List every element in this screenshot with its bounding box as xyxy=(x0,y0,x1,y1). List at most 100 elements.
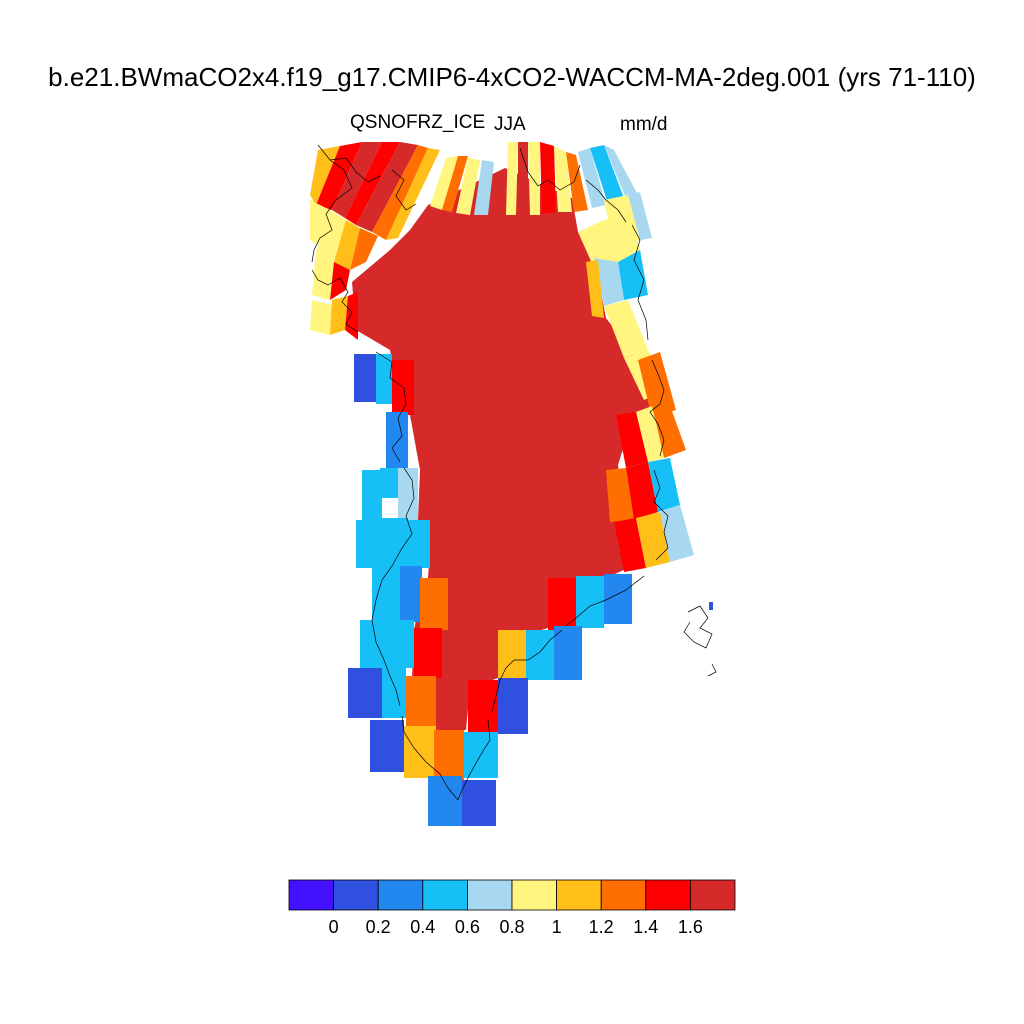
colorbar-box xyxy=(690,879,736,911)
colorbar-box xyxy=(645,879,691,911)
coastline-segment xyxy=(519,147,581,191)
colorbar-box xyxy=(511,879,557,911)
map-cell xyxy=(376,354,392,404)
map-cell xyxy=(400,566,422,622)
map-cell xyxy=(414,628,442,678)
map-cell xyxy=(462,780,496,826)
map-cell xyxy=(628,192,652,240)
map-cell xyxy=(312,252,334,300)
map-cell xyxy=(348,668,382,718)
colorbar-tick-label: 0.8 xyxy=(499,917,525,937)
map-cell xyxy=(378,518,408,566)
map-cell xyxy=(310,146,340,205)
map-cell xyxy=(430,156,458,210)
map-cell xyxy=(590,145,624,204)
map-cell xyxy=(356,142,418,232)
map-cell xyxy=(420,578,448,630)
map-cell xyxy=(554,626,582,680)
map-cell xyxy=(310,300,332,335)
map-cell xyxy=(566,152,588,212)
colorbar-box xyxy=(422,879,468,911)
coastline-segment xyxy=(649,359,665,457)
map-cell xyxy=(406,676,436,728)
coastline-segment xyxy=(653,469,669,561)
map-cell xyxy=(652,400,686,458)
map-cell xyxy=(398,468,418,520)
map-cell xyxy=(372,145,428,240)
map-cell xyxy=(428,776,462,826)
colorbar-tick-label: 0.4 xyxy=(410,917,436,937)
map-cell xyxy=(636,406,664,462)
map-cell xyxy=(618,250,648,300)
coastline xyxy=(311,144,717,801)
coastline-segment xyxy=(631,224,649,341)
map-cell xyxy=(330,296,348,335)
map-cell xyxy=(350,228,378,270)
colorbar-tick-label: 1.4 xyxy=(633,917,659,937)
coastline-segment xyxy=(311,144,353,263)
map-cell xyxy=(616,412,648,468)
map-cell xyxy=(404,726,436,778)
map-cell xyxy=(528,142,540,215)
map-cell xyxy=(498,630,526,682)
map-cell xyxy=(548,578,576,630)
map-cell xyxy=(636,512,670,568)
map-cell xyxy=(434,730,464,780)
coastline-segment xyxy=(391,387,407,463)
map-cell xyxy=(386,148,440,240)
colorbar-box xyxy=(377,879,424,911)
map-cell xyxy=(606,468,634,522)
coastline-segment xyxy=(329,157,381,183)
colorbar-tick-label: 1.6 xyxy=(677,917,703,937)
map-cell xyxy=(648,458,680,512)
map-cell xyxy=(332,142,382,218)
colorbar-box xyxy=(288,879,334,911)
map-cell xyxy=(380,468,398,498)
map-cell xyxy=(660,505,694,562)
colorbar-tick-label: 1 xyxy=(551,917,562,937)
map-cell xyxy=(362,470,382,520)
map-cell xyxy=(354,354,376,402)
map-cell xyxy=(614,518,646,572)
coastline-segment xyxy=(585,179,627,223)
map-cell xyxy=(604,300,648,358)
map-cell xyxy=(506,142,518,215)
colorbar-box xyxy=(600,879,647,911)
map-cell xyxy=(316,142,362,210)
map-cell xyxy=(345,142,400,225)
map-cell xyxy=(626,462,658,520)
map-cell xyxy=(540,142,556,214)
units-label: mm/d xyxy=(620,114,668,135)
map-cell xyxy=(330,262,350,300)
map-cell xyxy=(372,566,400,622)
map-cell xyxy=(386,412,408,470)
coastline-segment xyxy=(457,719,491,801)
season-label: JJA xyxy=(494,114,526,135)
map-cells xyxy=(310,142,713,826)
map-cell xyxy=(604,145,638,198)
map-cell xyxy=(709,602,713,610)
plot-title: b.e21.BWmaCO2x4.f19_g17.CMIP6-4xCO2-WACC… xyxy=(48,62,976,92)
coastline-segment xyxy=(565,575,645,627)
colorbar-box xyxy=(466,879,513,911)
coastline-segment xyxy=(401,715,459,801)
colorbar-tick-label: 1.2 xyxy=(588,917,614,937)
map-cell xyxy=(526,630,554,680)
map-cell xyxy=(442,156,468,212)
map-cell xyxy=(345,292,358,340)
map-cell xyxy=(576,576,604,628)
coastline-segment xyxy=(375,351,405,389)
map-cell xyxy=(578,148,606,208)
colorbar-box xyxy=(333,879,379,911)
map-cell xyxy=(586,260,604,318)
map-cell xyxy=(518,142,528,215)
coastline-segment xyxy=(683,605,713,649)
map-cell xyxy=(356,520,378,568)
map-cell xyxy=(474,160,494,215)
coastline-segment xyxy=(391,467,415,567)
colorbar-box xyxy=(556,879,602,911)
coastline-segment xyxy=(311,269,359,333)
coastline-segment xyxy=(371,565,401,707)
